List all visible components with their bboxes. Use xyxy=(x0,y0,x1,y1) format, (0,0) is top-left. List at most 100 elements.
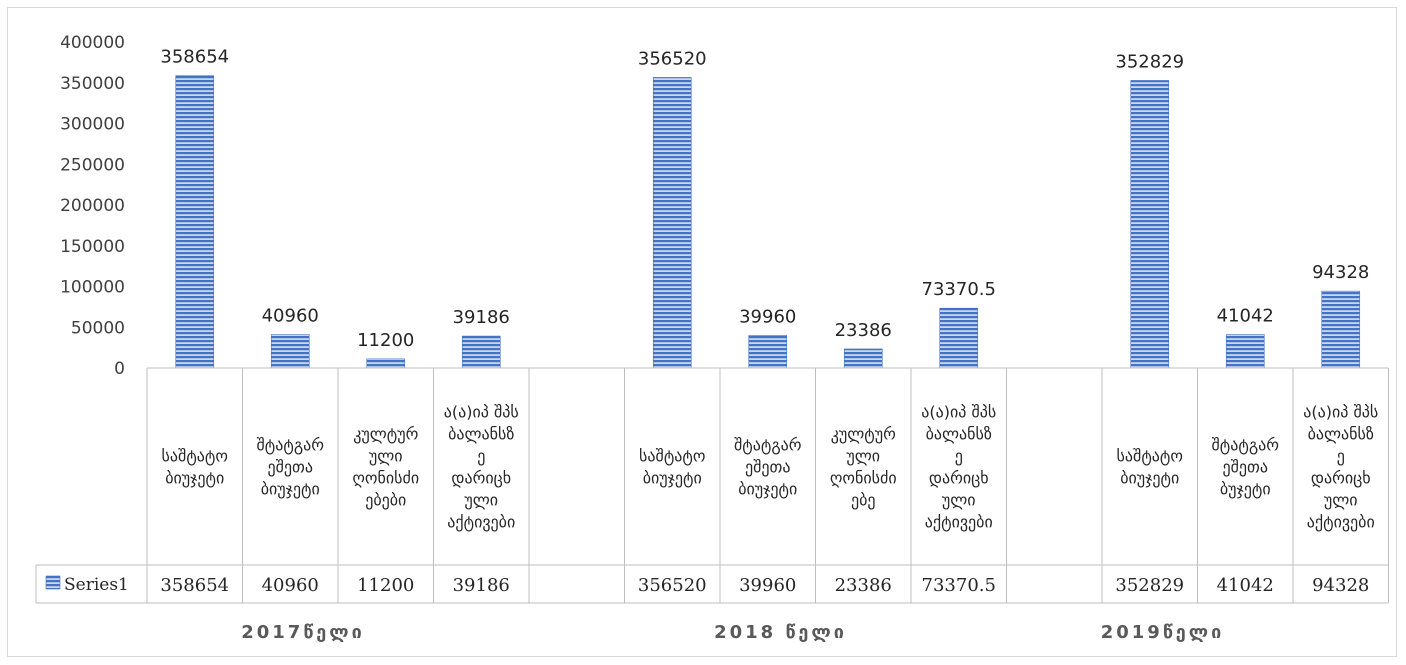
category-label-line: ბიუჯეტი xyxy=(261,480,320,499)
table-value-cell: 39960 xyxy=(739,575,796,596)
y-tick-label: 0 xyxy=(114,359,125,379)
category-label-line: ბუჯეტი xyxy=(1220,480,1271,499)
category-label-line: ღონისძი xyxy=(830,469,897,488)
bar xyxy=(652,77,692,369)
bar xyxy=(1321,290,1361,369)
category-label: კულტურ ული ღონისძი ებე xyxy=(830,425,897,510)
bar-data-label: 23386 xyxy=(835,320,892,341)
group-label: 2017წელი xyxy=(241,622,365,643)
bar-data-label: 39186 xyxy=(453,307,510,328)
legend-series-name: Series1 xyxy=(64,575,129,595)
category-label-line: ღონისძი xyxy=(352,469,419,488)
bar-data-label: 40960 xyxy=(262,306,319,327)
category-label-line: ა(ა)იპ შპს xyxy=(921,403,996,422)
category-label: კულტურ ული ღონისძი ებები xyxy=(352,425,419,510)
table-value-cell: 39186 xyxy=(453,575,510,596)
table-value-cell: 11200 xyxy=(357,575,414,596)
category-label: საშტატო ბიუჯეტი xyxy=(639,447,705,488)
bar-data-label: 358654 xyxy=(160,47,229,68)
category-label-line: ბალანსზ xyxy=(926,425,992,444)
bars xyxy=(175,75,1361,369)
data-table: საშტატო ბიუჯეტი შტატგარ ეშეთა ბიუჯეტი კულტურ უ… xyxy=(35,367,1389,604)
data-labels: 358654 40960 11200 39186 356520 39960 23386 733… xyxy=(160,47,1369,351)
y-tick-label: 350000 xyxy=(60,74,125,94)
bar xyxy=(366,358,406,369)
category-label-line: ული xyxy=(464,491,498,510)
category-label-line: საშტატო xyxy=(639,447,705,466)
category-label-line: აქტივები xyxy=(447,513,515,532)
table-value-cell: 41042 xyxy=(1217,575,1274,596)
category-label-line: კულტურ xyxy=(831,425,896,444)
category-label-line: ბიუჯეტი xyxy=(165,469,224,488)
table-value-cell: 358654 xyxy=(160,575,229,596)
bar xyxy=(1130,80,1170,369)
bar xyxy=(939,307,979,369)
y-tick-label: 150000 xyxy=(60,237,125,257)
bar-data-label: 11200 xyxy=(357,330,414,351)
category-label-line: დარიცხ xyxy=(929,469,989,488)
category-label: საშტატო ბიუჯეტი xyxy=(162,447,228,488)
category-label-line: ა(ა)იპ შპს xyxy=(444,403,519,422)
bar xyxy=(175,75,215,369)
y-tick-label: 250000 xyxy=(60,155,125,175)
table-value-cell: 94328 xyxy=(1312,575,1369,596)
group-label: 2019წელი xyxy=(1101,622,1225,643)
category-label-line: საშტატო xyxy=(1117,447,1183,466)
legend-key xyxy=(45,575,61,590)
y-tick-label: 100000 xyxy=(60,278,125,298)
y-tick-label: 300000 xyxy=(60,115,125,135)
bar-data-label: 41042 xyxy=(1217,306,1274,327)
category-label-line: შტატგარ xyxy=(257,436,325,455)
category-label-line: ული xyxy=(942,491,976,510)
y-tick-label: 400000 xyxy=(60,33,125,53)
table-value-cell: 40960 xyxy=(262,575,319,596)
category-label: შტატგარ ეშეთა ბიუჯეტი xyxy=(734,436,802,499)
category-label-line: ე xyxy=(477,447,485,466)
category-label-line: ებები xyxy=(365,491,406,510)
category-label-line: ეშეთა xyxy=(745,458,790,477)
bar xyxy=(270,334,310,369)
category-label-line: დარიცხ xyxy=(451,469,511,488)
category-label-line: ბიუჯეტი xyxy=(643,469,702,488)
category-label-line: ბიუჯეტი xyxy=(1120,469,1179,488)
category-label-line: ეშეთა xyxy=(268,458,313,477)
bar-data-label: 39960 xyxy=(739,306,796,327)
table-value-cell: 356520 xyxy=(638,575,707,596)
category-label-line: აქტივები xyxy=(925,513,993,532)
category-label-line: ული xyxy=(846,447,880,466)
category-label-line: ბიუჯეტი xyxy=(738,480,797,499)
bar-data-label: 352829 xyxy=(1115,51,1184,72)
table-value-cell: 23386 xyxy=(835,575,892,596)
category-label-line: შტატგარ xyxy=(734,436,802,455)
category-label-line: ბალანსზ xyxy=(448,425,514,444)
category-label: შტატგარ ეშეთა ბუჯეტი xyxy=(1212,436,1280,499)
category-label-line: საშტატო xyxy=(162,447,228,466)
bar xyxy=(748,335,788,369)
category-label-line: ული xyxy=(369,447,403,466)
category-label-line: ა(ა)იპ შპს xyxy=(1303,403,1378,422)
y-axis: 0 50000 100000 150000 200000 250000 300000 3500… xyxy=(60,33,125,379)
y-tick-label: 50000 xyxy=(71,318,125,338)
category-label-line: დარიცხ xyxy=(1311,469,1371,488)
bar xyxy=(461,335,501,369)
category-label: საშტატო ბიუჯეტი xyxy=(1117,447,1183,488)
category-label-line: აქტივები xyxy=(1307,513,1375,532)
category-label-line: ე xyxy=(1337,447,1345,466)
category-label-line: ული xyxy=(1324,491,1358,510)
group-label: 2018 წელი xyxy=(714,622,847,643)
category-label-line: შტატგარ xyxy=(1212,436,1280,455)
category-label: ა(ა)იპ შპს ბალანსზ ე დარიცხ ული აქტივები xyxy=(921,403,996,532)
bar-data-label: 73370.5 xyxy=(922,279,996,300)
category-label-line: ებე xyxy=(851,491,876,510)
table-value-cell: 352829 xyxy=(1115,575,1184,596)
table-value-cell: 73370.5 xyxy=(922,575,996,596)
category-label-line: ბალანსზ xyxy=(1308,425,1374,444)
bar xyxy=(843,348,883,369)
bar-data-label: 356520 xyxy=(638,48,707,69)
y-tick-label: 200000 xyxy=(60,196,125,216)
bar-data-label: 94328 xyxy=(1312,262,1369,283)
group-labels: 2017წელი 2018 წელი 2019წელი xyxy=(241,622,1225,643)
category-label-line: კულტურ xyxy=(353,425,418,444)
category-label: ა(ა)იპ შპს ბალანსზ ე დარიცხ ული აქტივები xyxy=(1303,403,1378,532)
